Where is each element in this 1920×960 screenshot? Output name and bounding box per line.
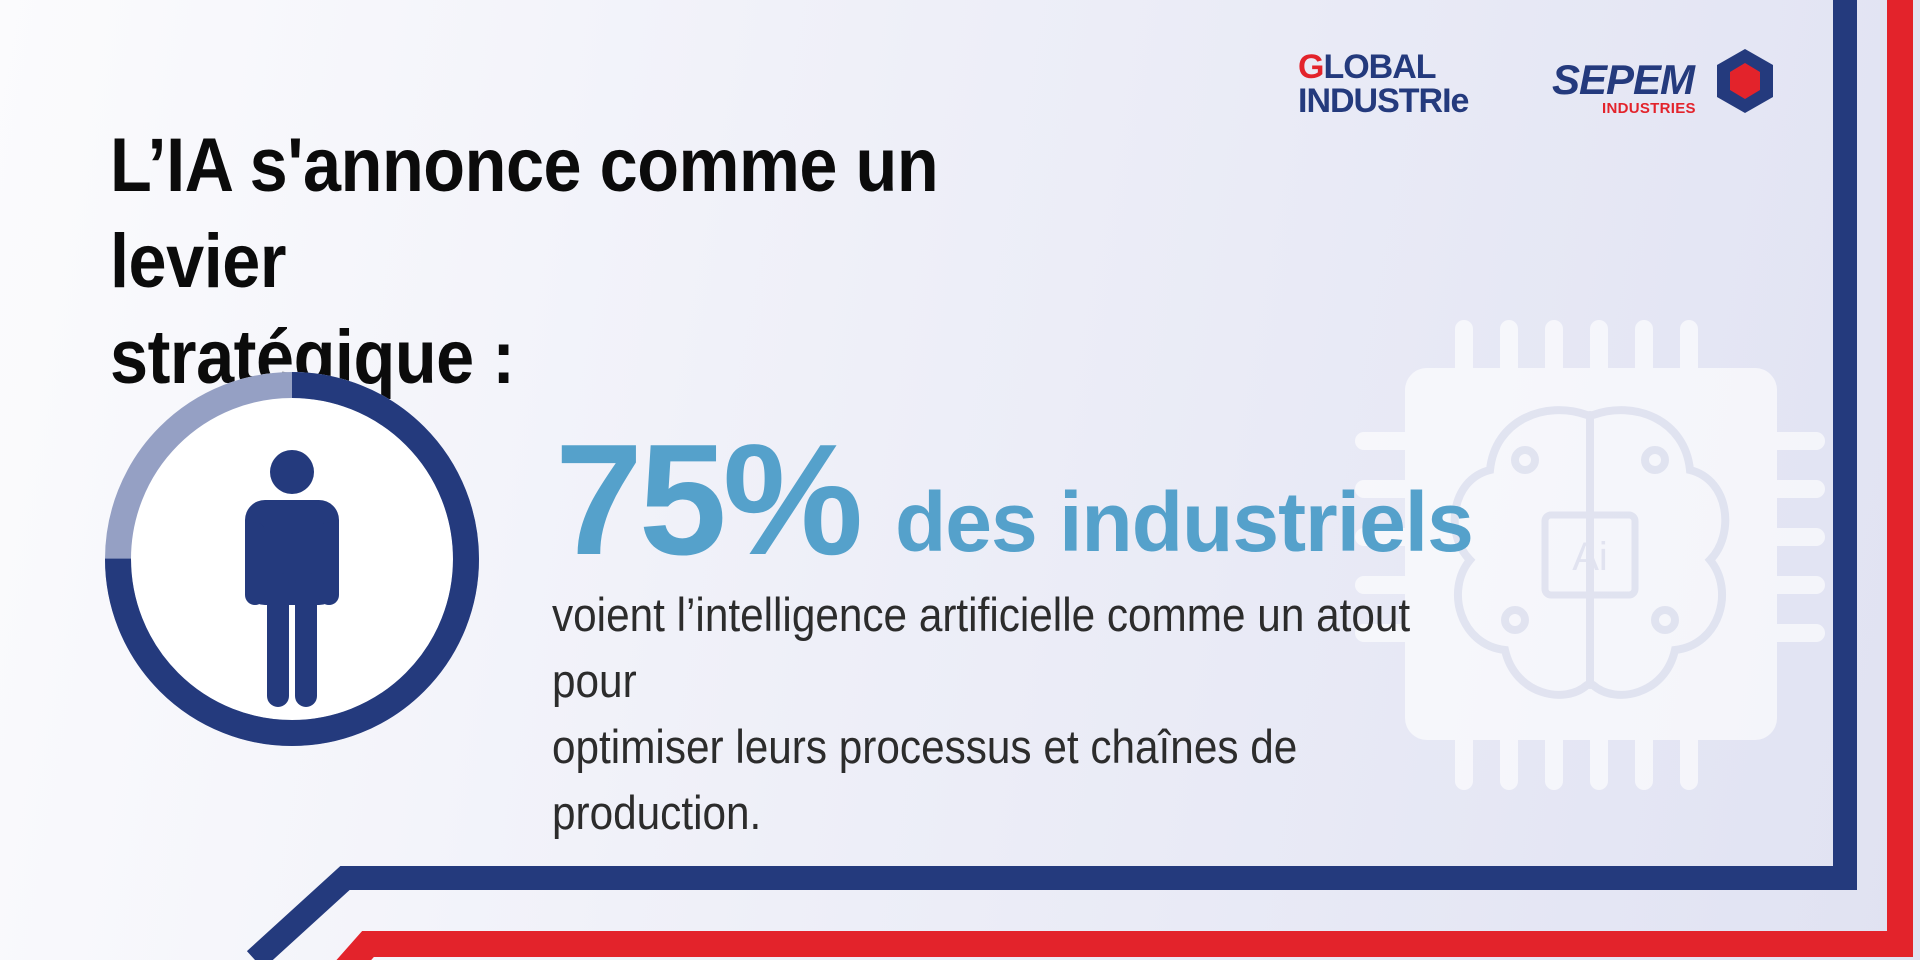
- sepem-wordmark: SEPEM: [1552, 56, 1695, 103]
- sepem-subtitle: INDUSTRIES: [1602, 100, 1696, 117]
- sepem-industries-logo: SEPEM INDUSTRIES: [1550, 46, 1780, 126]
- logo-industrie-text: INDUSTRIe: [1298, 82, 1469, 120]
- person-icon: [245, 450, 339, 707]
- logo-global-text: LOBAL: [1323, 48, 1436, 86]
- page-title: L’IA s'annonce comme un levier stratégiq…: [110, 118, 1100, 406]
- stat-label: des industriels: [895, 475, 1474, 569]
- description-line-2: optimiser leurs processus et chaînes de …: [552, 720, 1298, 839]
- percentage-ring: [105, 372, 479, 746]
- description-line-1: voient l’intelligence artificielle comme…: [552, 588, 1411, 707]
- red-frame-stripe: [336, 0, 1913, 960]
- global-industrie-logo: GLOBAL INDUSTRIe: [1298, 50, 1498, 120]
- stat-description: voient l’intelligence artificielle comme…: [552, 582, 1479, 846]
- ai-chip-icon: Ai: [1355, 320, 1825, 790]
- ring-progress: [105, 372, 479, 746]
- ai-chip-label: Ai: [1572, 535, 1608, 579]
- title-line-1: L’IA s'annonce comme un levier: [110, 123, 939, 304]
- logo-g-mark: G: [1298, 48, 1324, 86]
- stat-value: 75%: [555, 412, 863, 588]
- navy-frame-stripe: [246, 0, 1857, 960]
- hexagon-icon: [1717, 49, 1773, 113]
